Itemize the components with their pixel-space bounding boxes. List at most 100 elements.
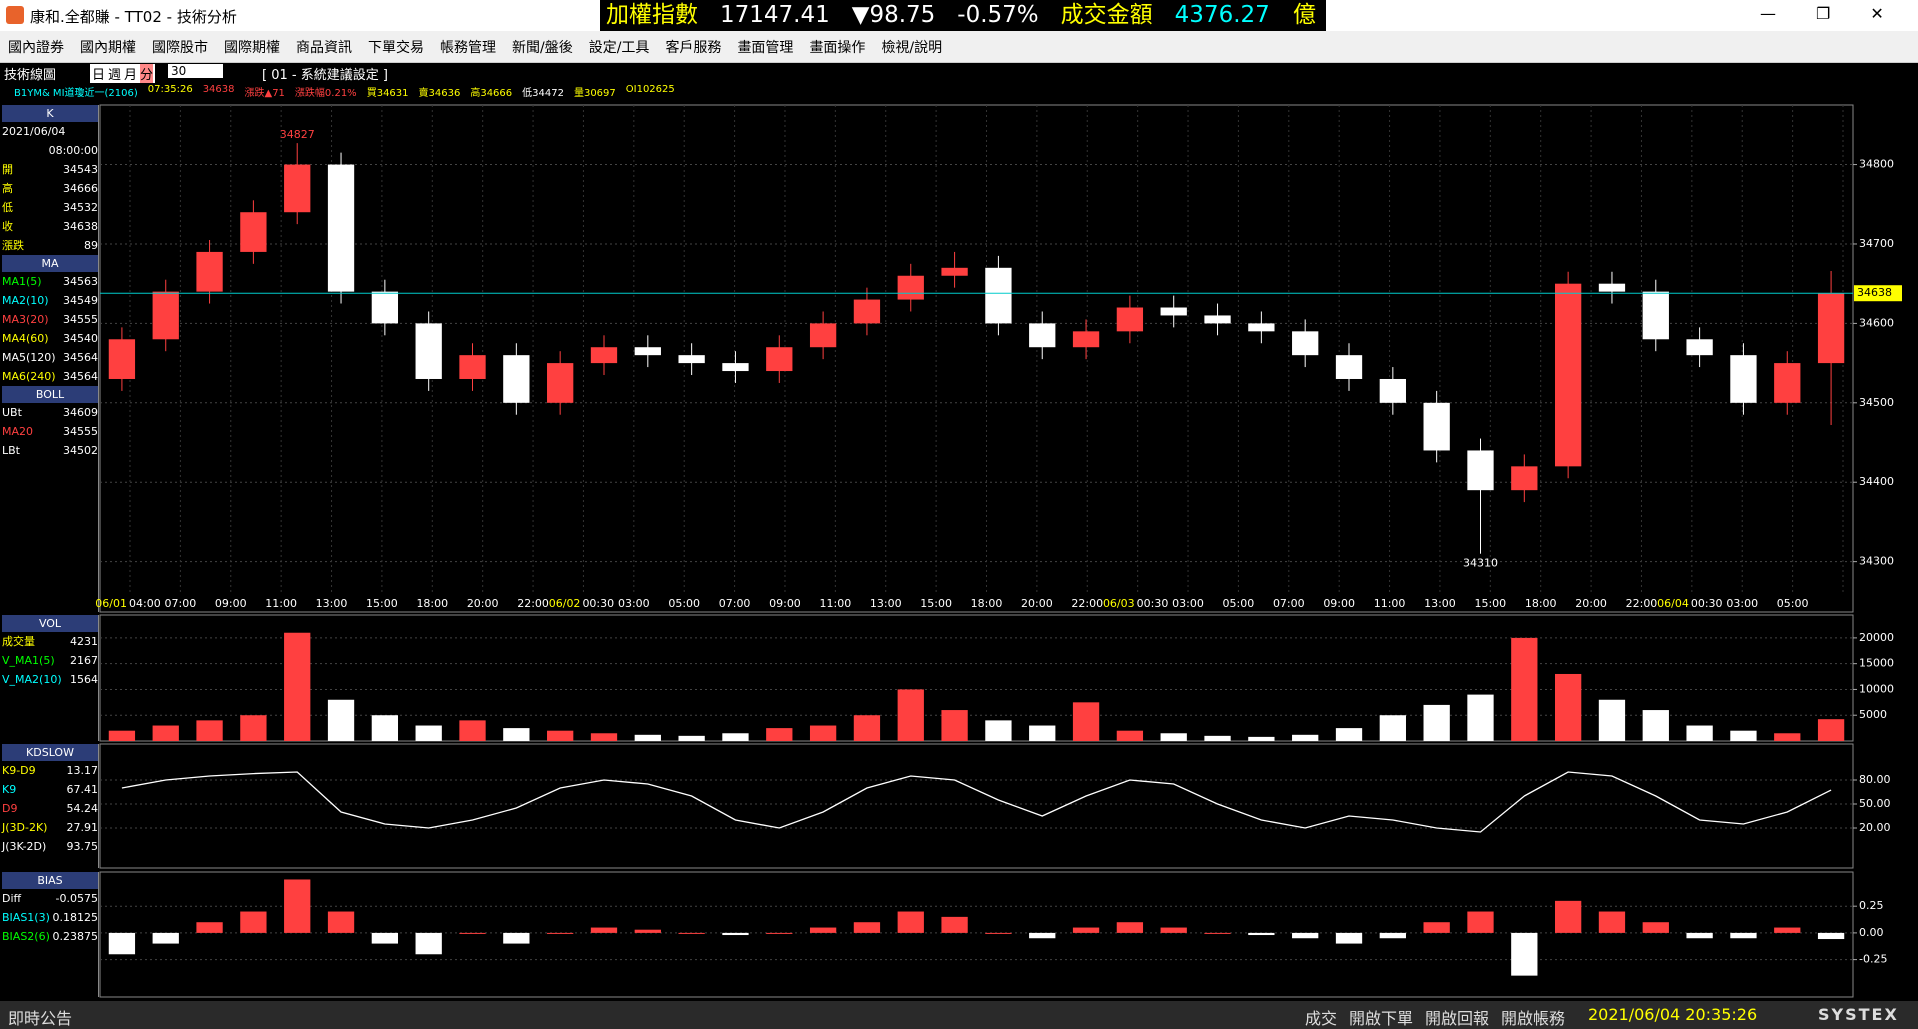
title-bar: 康和.全都賺 - TT02 - 技術分析 加權指數 17147.41 ▼98.7… — [0, 0, 1918, 31]
side-label: 開 — [2, 163, 13, 176]
bar — [678, 932, 705, 934]
side-label: 收 — [2, 220, 13, 233]
line-series — [121, 771, 1832, 833]
x-tick-label: 11:00 — [820, 597, 852, 610]
period-button: 日 — [92, 68, 106, 83]
status-button[interactable]: 開啟下單 — [1349, 1009, 1414, 1028]
window-controls[interactable]: — ❐ ✕ — [1760, 4, 1884, 23]
y-tick-label: 34400 — [1859, 475, 1894, 488]
bar — [1730, 932, 1757, 939]
minimize[interactable]: — — [1760, 4, 1776, 23]
side-row: UBt 34609 — [2, 403, 98, 422]
period-button: 分 — [140, 64, 154, 83]
bar — [327, 699, 355, 741]
bar — [941, 916, 968, 933]
quote-item: 漲跌幅0.21% — [294, 88, 357, 99]
ticker: 加權指數 17147.41 ▼98.75 -0.57% 成交金額 4376.27… — [600, 0, 1326, 31]
menu-item[interactable]: 下單交易 — [368, 39, 424, 56]
side-value: 54.24 — [66, 802, 99, 815]
side-row: LBt 34502 — [2, 441, 98, 460]
side-row: 開 34543 — [2, 160, 98, 179]
x-tick-label: 09:00 — [769, 597, 801, 610]
bar — [1817, 932, 1845, 940]
x-tick-label: 05:00 — [1777, 597, 1809, 610]
x-tick-label: 03:00 — [618, 597, 650, 610]
x-tick-label: 13:00 — [870, 597, 902, 610]
x-tick-label: 18:00 — [416, 597, 448, 610]
side-row: J(3K-2D) 93.75 — [2, 837, 98, 856]
bar — [1248, 736, 1275, 741]
menu-item[interactable]: 新聞/盤後 — [512, 39, 573, 56]
bar — [1511, 932, 1538, 976]
bar — [547, 730, 574, 741]
status-brand: SYSTEX — [1818, 1005, 1899, 1024]
bar — [1379, 715, 1406, 741]
candle-body — [1204, 315, 1231, 324]
candle-body — [722, 363, 749, 372]
bar — [590, 927, 618, 933]
side-section-group: VOL 成交量 4231 V_MA1(5) 2167 V_MA2(10) 1564 — [2, 615, 99, 741]
side-row: BIAS2(6) 0.23875 — [2, 927, 98, 946]
side-value: 34549 — [63, 294, 98, 307]
bar — [1642, 710, 1669, 741]
menu-item[interactable]: 帳務管理 — [440, 39, 496, 56]
menu-item[interactable]: 國際期權 — [224, 39, 280, 56]
menu-item[interactable]: 檢視/說明 — [881, 39, 943, 56]
side-row: 低 34532 — [2, 198, 98, 217]
candle-body — [1554, 283, 1582, 467]
x-tick-label: 20:00 — [467, 597, 499, 610]
close[interactable]: ✕ — [1870, 4, 1884, 23]
interval-select[interactable]: 30 — [168, 64, 223, 78]
bar — [722, 932, 749, 936]
menu-item[interactable]: 國內期權 — [80, 39, 136, 56]
status-time: 2021/06/04 20:35:26 — [1588, 1005, 1758, 1024]
side-row: MA5(120) 34564 — [2, 348, 98, 367]
quote-row: B1YM& MI道瓊近一(2106) 07:35:26 34638 漲跌▲71 漲跌幅0… — [14, 84, 675, 99]
menu-item[interactable]: 畫面操作 — [809, 39, 866, 56]
x-tick-label: 15:00 — [1474, 597, 1506, 610]
x-tick-label: 04:00 — [129, 597, 161, 610]
menu-item[interactable]: 設定/工具 — [588, 39, 650, 56]
menu-item[interactable]: 畫面管理 — [737, 39, 794, 56]
bar — [853, 715, 881, 741]
menu-item[interactable]: 商品資訊 — [296, 39, 352, 56]
quote-item: 賣34636 — [418, 88, 461, 99]
y-tick-label: 10000 — [1859, 682, 1894, 695]
x-tick-label: 03:00 — [1726, 597, 1758, 610]
menu-item[interactable]: 國內證券 — [8, 39, 64, 56]
bar — [941, 710, 968, 741]
side-label: V_MA2(10) — [2, 673, 62, 686]
side-value: 0.18125 — [52, 911, 99, 924]
quote-item: B1YM& MI道瓊近一(2106) — [14, 88, 138, 99]
bar — [1467, 694, 1494, 741]
bar — [897, 689, 924, 741]
quote-item: 低34472 — [522, 88, 564, 99]
bar — [722, 733, 749, 741]
y-tick-label: 34300 — [1859, 555, 1894, 568]
side-row: K9-D9 13.17 — [2, 761, 98, 780]
candle-body — [1423, 402, 1450, 451]
menu-item[interactable]: 國際股市 — [152, 39, 208, 56]
side-label: MA4(60) — [2, 332, 49, 345]
status-button[interactable]: 開啟帳務 — [1501, 1009, 1566, 1028]
x-tick-label: 22:00 — [517, 597, 549, 610]
maximize[interactable]: ❐ — [1816, 4, 1831, 23]
bar — [108, 932, 136, 955]
status-button[interactable]: 開啟回報 — [1425, 1009, 1490, 1028]
candle-body — [327, 164, 355, 292]
y-tick-label: 15000 — [1859, 657, 1894, 670]
bar — [503, 728, 530, 741]
bar — [327, 911, 355, 933]
quote-item: 07:35:26 — [147, 84, 193, 95]
side-label: 成交量 — [2, 635, 35, 648]
side-label: MA3(20) — [2, 313, 49, 326]
ticker-turnover-name: 成交金額 — [1060, 2, 1153, 28]
x-tick-label: 22:00 — [1626, 597, 1658, 610]
bar — [415, 725, 442, 741]
x-tick-label: 07:00 — [719, 597, 751, 610]
menu-item[interactable]: 客戶服務 — [665, 39, 722, 56]
bar — [1335, 728, 1363, 741]
period-button: 週 — [108, 68, 122, 83]
status-button[interactable]: 成交 — [1305, 1009, 1338, 1028]
